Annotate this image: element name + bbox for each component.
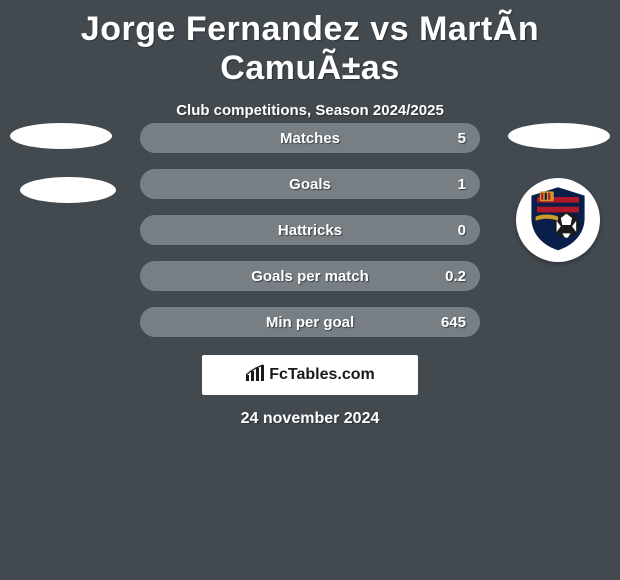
right-club-badge [516,178,600,262]
stat-value: 645 [441,314,466,331]
stats-container: Matches 5 Goals 1 Hattricks 0 Goals per … [140,123,480,353]
stat-label: Min per goal [140,314,480,331]
date-text: 24 november 2024 [0,410,620,428]
stat-value: 1 [458,176,466,193]
stat-row-goals-per-match: Goals per match 0.2 [140,261,480,291]
stat-label: Goals per match [140,268,480,285]
comparison-title: Jorge Fernandez vs MartÃn CamuÃ±as [0,0,620,88]
stat-row-min-per-goal: Min per goal 645 [140,307,480,337]
left-placeholder-ellipse-1 [10,123,112,149]
left-placeholder-ellipse-2 [20,177,116,203]
stat-row-hattricks: Hattricks 0 [140,215,480,245]
stat-label: Hattricks [140,222,480,239]
stat-row-matches: Matches 5 [140,123,480,153]
brand-box[interactable]: FcTables.com [202,355,418,395]
stat-row-goals: Goals 1 [140,169,480,199]
stat-value: 0 [458,222,466,239]
huesca-icon [523,183,593,258]
brand-text: FcTables.com [269,366,375,384]
stat-label: Goals [140,176,480,193]
stat-value: 5 [458,130,466,147]
stat-value: 0.2 [445,268,466,285]
right-placeholder-ellipse [508,123,610,149]
stat-label: Matches [140,130,480,147]
chart-icon [245,364,265,387]
comparison-subtitle: Club competitions, Season 2024/2025 [0,102,620,119]
